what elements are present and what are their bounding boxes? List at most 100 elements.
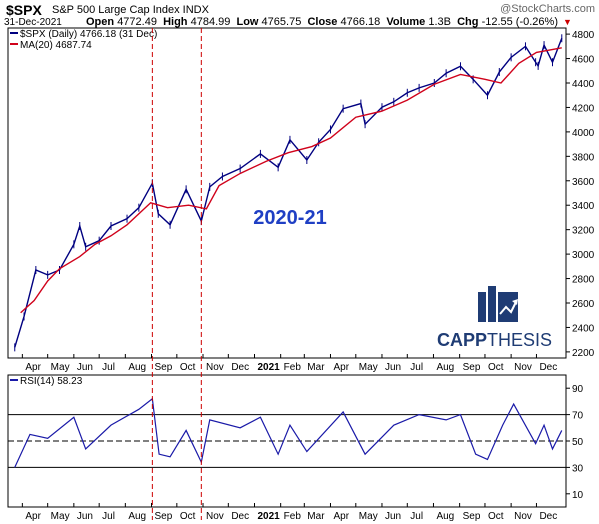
chart-symbol: $SPX — [6, 2, 42, 18]
price-y-tick-label: 3200 — [572, 226, 595, 237]
price-y-tick-label: 2600 — [572, 299, 595, 310]
price-y-tick-label: 3800 — [572, 152, 595, 163]
price-x-tick-label: Feb — [284, 362, 302, 373]
price-x-tick-label: Jun — [77, 362, 93, 373]
rsi-x-tick-label: Jul — [410, 511, 423, 522]
price-y-tick-label: 4800 — [572, 30, 595, 41]
price-series — [14, 34, 563, 352]
open-label: Open — [86, 16, 115, 28]
rsi-y-tick-label: 90 — [572, 384, 584, 395]
rsi-y-tick-label: 70 — [572, 411, 584, 422]
price-x-tick-label: Apr — [333, 362, 349, 373]
capp-thesis-logo: CAPPTHESIS — [437, 286, 552, 350]
logo-word-light: THESIS — [487, 330, 552, 350]
volume-label: Volume — [386, 16, 426, 28]
price-y-tick-label: 2800 — [572, 275, 595, 286]
rsi-x-tick-label: Mar — [307, 511, 325, 522]
rsi-y-axis: 10 30 50 70 90 — [566, 384, 584, 501]
price-y-tick-label: 3600 — [572, 177, 595, 188]
stockcharts-brand: @StockCharts.com — [500, 3, 595, 15]
rsi-x-tick-label: May — [359, 511, 378, 522]
rsi-x-axis: Apr May Jun Jul Aug Sep Oct Nov Dec 2021 Feb Mar Apr… — [21, 503, 557, 522]
close-value: 4766.18 — [340, 16, 381, 28]
rsi-x-tick-label: Aug — [436, 511, 454, 522]
rsi-line — [14, 397, 563, 468]
price-x-tick-label: Aug — [128, 362, 146, 373]
logo-arrowhead-icon — [512, 299, 518, 305]
rsi-x-tick-label: Oct — [488, 511, 504, 522]
price-y-tick-label: 3400 — [572, 201, 595, 212]
change-down-arrow-icon: ▼ — [563, 17, 572, 27]
price-x-tick-label: Sep — [155, 362, 173, 373]
price-x-axis: Apr May Jun Jul Aug Sep Oct Nov Dec 2021 Feb Mar Apr… — [21, 354, 557, 373]
price-x-tick-label: Oct — [488, 362, 504, 373]
rsi-x-tick-label: 2021 — [257, 511, 280, 522]
rsi-x-tick-label: May — [51, 511, 70, 522]
price-x-tick-label: 2021 — [257, 362, 280, 373]
price-y-tick-label: 4000 — [572, 128, 595, 139]
price-y-tick-label: 2200 — [572, 348, 595, 359]
logo-bar-3 — [498, 292, 518, 322]
price-y-tick-label: 3000 — [572, 250, 595, 261]
price-panel-frame — [7, 27, 567, 359]
rsi-x-tick-label: Sep — [463, 511, 481, 522]
price-y-tick-label: 4200 — [572, 103, 595, 114]
price-x-tick-label: Nov — [206, 362, 224, 373]
rsi-x-tick-label: Jun — [385, 511, 401, 522]
logo-wordmark: CAPPTHESIS — [437, 330, 552, 350]
chart-instrument-name: S&P 500 Large Cap Index INDX — [52, 4, 209, 16]
chg-value: -12.55 (-0.26%) — [481, 16, 558, 28]
price-x-tick-label: Oct — [180, 362, 196, 373]
logo-bar-1 — [478, 292, 486, 322]
rsi-x-tick-label: Apr — [25, 511, 41, 522]
rsi-x-tick-label: Jul — [102, 511, 115, 522]
price-y-tick-label: 4600 — [572, 55, 595, 66]
rsi-x-tick-label: Aug — [128, 511, 146, 522]
price-x-tick-label: Jun — [385, 362, 401, 373]
rsi-legend: RSI(14) 58.23 — [10, 376, 83, 387]
low-value: 4765.75 — [261, 16, 302, 28]
chg-label: Chg — [457, 16, 479, 28]
high-label: High — [163, 16, 188, 28]
price-x-tick-label: Dec — [231, 362, 249, 373]
ma-legend-label: MA(20) 4687.74 — [20, 40, 92, 51]
rsi-reference-lines — [8, 414, 566, 468]
price-x-tick-label: Dec — [539, 362, 557, 373]
open-value: 4772.49 — [117, 16, 157, 28]
rsi-x-tick-label: Dec — [231, 511, 249, 522]
close-label: Close — [307, 16, 338, 28]
price-x-tick-label: Sep — [463, 362, 481, 373]
rsi-y-tick-label: 50 — [572, 437, 584, 448]
price-y-tick-label: 2400 — [572, 323, 595, 334]
logo-bar-2 — [488, 286, 496, 322]
logo-trend-arrow-icon — [499, 301, 517, 315]
rsi-y-tick-label: 30 — [572, 463, 584, 474]
price-x-tick-label: Nov — [514, 362, 532, 373]
rsi-x-tick-label: Nov — [514, 511, 532, 522]
rsi-x-tick-label: Nov — [206, 511, 224, 522]
quote-date: 31-Dec-2021 — [4, 17, 62, 28]
rsi-x-tick-label: Apr — [333, 511, 349, 522]
year-annotation: 2020-21 — [253, 207, 326, 229]
low-label: Low — [236, 16, 259, 28]
rsi-series — [14, 397, 563, 468]
event-lines — [151, 28, 202, 520]
rsi-legend-label: RSI(14) 58.23 — [20, 376, 83, 387]
price-y-tick-label: 4400 — [572, 79, 595, 90]
rsi-y-tick-label: 10 — [572, 490, 584, 501]
volume-value: 1.3B — [428, 16, 451, 28]
rsi-x-tick-label: Jun — [77, 511, 93, 522]
ma20-line — [20, 47, 562, 314]
price-x-tick-label: Jul — [102, 362, 115, 373]
rsi-x-tick-label: Sep — [155, 511, 173, 522]
rsi-x-tick-label: Feb — [284, 511, 302, 522]
price-y-axis: 2200 2400 2600 2800 3000 3200 3400 3600 3800 4000… — [566, 30, 595, 359]
price-x-tick-label: Aug — [436, 362, 454, 373]
price-legend-label: $SPX (Daily) 4766.18 (31 Dec) — [20, 29, 157, 40]
price-x-tick-label: Apr — [25, 362, 41, 373]
price-legend: $SPX (Daily) 4766.18 (31 Dec) MA(20) 468… — [10, 29, 157, 51]
price-x-tick-label: Mar — [307, 362, 325, 373]
price-x-tick-label: Jul — [410, 362, 423, 373]
high-value: 4784.99 — [190, 16, 231, 28]
